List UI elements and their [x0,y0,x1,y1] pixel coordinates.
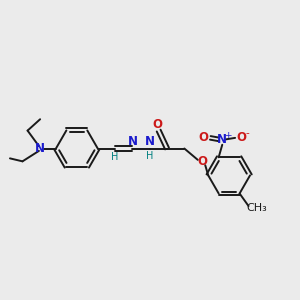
Text: O: O [199,131,209,144]
Text: CH₃: CH₃ [247,202,267,212]
Text: O: O [152,118,162,130]
Text: N: N [145,135,155,148]
Text: O: O [197,155,207,168]
Text: N: N [217,133,227,146]
Text: N: N [34,142,44,155]
Text: H: H [111,152,119,162]
Text: -: - [245,128,249,138]
Text: O: O [237,131,247,144]
Text: N: N [128,135,137,148]
Text: +: + [224,131,231,140]
Text: H: H [146,151,153,161]
